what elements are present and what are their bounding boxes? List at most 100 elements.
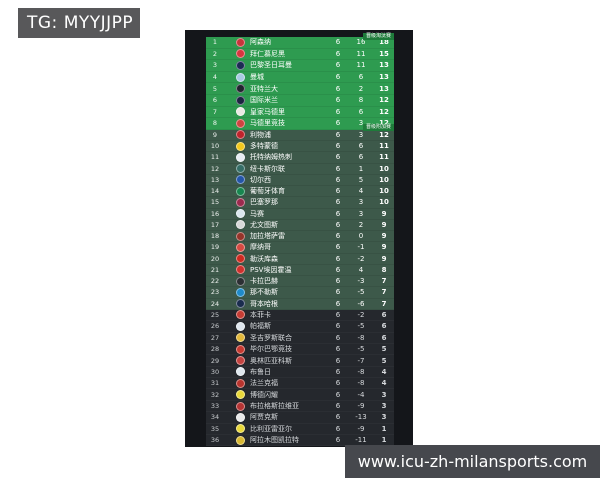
- team-badge-icon: [236, 287, 245, 297]
- team-name: 法兰克福: [250, 379, 278, 388]
- team-rank: 33: [210, 402, 220, 411]
- team-name: 利物浦: [250, 130, 271, 139]
- team-rank: 19: [210, 243, 220, 252]
- points: 4: [381, 367, 387, 376]
- table-row[interactable]: 24 哥本哈根 6 -6 7: [206, 298, 394, 310]
- team-name: 勒沃库森: [250, 254, 278, 263]
- matches-played: 6: [335, 356, 341, 365]
- points: 12: [379, 130, 389, 139]
- team-badge-icon: [236, 356, 245, 365]
- table-row[interactable]: 19 摩纳哥 6 -1 9: [206, 242, 394, 254]
- points: 1: [381, 436, 387, 445]
- team-rank: 4: [212, 73, 218, 82]
- team-name: 布拉格斯拉维亚: [250, 402, 299, 411]
- table-row[interactable]: 25 本菲卡 6 -2 6: [206, 309, 394, 322]
- matches-played: 6: [335, 130, 341, 139]
- matches-played: 6: [335, 84, 341, 93]
- matches-played: 6: [335, 413, 341, 422]
- table-row[interactable]: 7 皇家马德里 6 6 12: [206, 106, 394, 119]
- goal-difference: 3: [358, 119, 364, 128]
- goal-difference: 16: [356, 38, 366, 47]
- table-row[interactable]: 33 布拉格斯拉维亚 6 -9 3: [206, 400, 394, 413]
- points: 12: [374, 119, 394, 127]
- table-row[interactable]: 34 阿贾克斯 6 -13 3: [206, 412, 394, 424]
- table-row[interactable]: 32 博德闪耀 6 -4 3: [206, 389, 394, 401]
- matches-played: 6: [335, 220, 341, 229]
- goal-difference: -5: [357, 322, 365, 331]
- table-row[interactable]: 21 PSV埃因霍温 6 4 8: [206, 264, 394, 276]
- goal-difference: 1: [358, 164, 364, 173]
- table-row[interactable]: 8 马德里竞技 6 3 12: [206, 118, 394, 130]
- goal-difference: 0: [358, 232, 364, 241]
- goal-difference: -13: [355, 413, 367, 422]
- table-row[interactable]: 15 巴塞罗那 6 3 10: [206, 197, 394, 209]
- table-row[interactable]: 29 奥林匹亚科斯 6 -7 5: [206, 355, 394, 367]
- matches-played: 6: [335, 107, 341, 116]
- matches-played: 6: [335, 288, 341, 297]
- matches-played: 6: [335, 187, 341, 196]
- team-badge-icon: [236, 49, 245, 59]
- table-row[interactable]: 28 毕尔巴鄂竞技 6 -5 5: [206, 343, 394, 356]
- direct-qualification-tag: 晋级淘汰赛: [362, 33, 394, 40]
- table-row[interactable]: 26 帕福斯 6 -5 6: [206, 321, 394, 333]
- team-badge-icon: [236, 130, 245, 140]
- goal-difference: 2: [358, 220, 364, 229]
- matches-played: 6: [335, 243, 341, 252]
- goal-difference: -7: [357, 356, 365, 365]
- standings-table: 晋级淘汰赛 晋级附加赛 1 阿森纳 6 16 18 2 拜仁慕尼黑 6 11 15 3 巴黎圣日耳曼 6…: [206, 33, 394, 447]
- goal-difference: 2: [358, 84, 364, 93]
- table-row[interactable]: 17 尤文图斯 6 2 9: [206, 219, 394, 231]
- table-row[interactable]: 30 布鲁日 6 -8 4: [206, 366, 394, 379]
- table-row[interactable]: 6 国际米兰 6 8 12: [206, 94, 394, 107]
- team-rank: 16: [210, 209, 220, 218]
- team-name: 那不勒斯: [250, 288, 278, 297]
- team-name: 巴塞罗那: [250, 198, 278, 207]
- team-name: PSV埃因霍温: [250, 265, 292, 274]
- team-badge-icon: [236, 72, 245, 82]
- table-row[interactable]: 5 亚特兰大 6 2 13: [206, 83, 394, 95]
- team-badge-icon: [236, 95, 245, 105]
- matches-played: 6: [335, 209, 341, 218]
- playoff-qualification-tag: 晋级附加赛: [362, 124, 394, 131]
- points: 12: [379, 107, 389, 116]
- matches-played: 6: [335, 96, 341, 105]
- matches-played: 6: [335, 142, 341, 151]
- points: 18: [379, 38, 389, 47]
- table-row[interactable]: 9 利物浦 6 3 12: [206, 129, 394, 141]
- table-row[interactable]: 2 拜仁慕尼黑 6 11 15: [206, 48, 394, 61]
- table-row[interactable]: 1 阿森纳 6 16 18: [206, 37, 394, 49]
- table-row[interactable]: 22 卡拉巴赫 6 -3 7: [206, 276, 394, 288]
- goal-difference: 11: [356, 49, 366, 58]
- points: 6: [381, 310, 387, 319]
- table-row[interactable]: 23 那不勒斯 6 -5 7: [206, 287, 394, 299]
- table-row[interactable]: 14 葡萄牙体育 6 4 10: [206, 186, 394, 198]
- table-row[interactable]: 16 马赛 6 3 9: [206, 208, 394, 220]
- team-rank: 35: [210, 424, 220, 433]
- table-row[interactable]: 10 多特蒙德 6 6 11: [206, 141, 394, 153]
- table-row[interactable]: 13 切尔西 6 5 10: [206, 174, 394, 186]
- table-row[interactable]: 31 法兰克福 6 -8 4: [206, 378, 394, 390]
- table-row[interactable]: 12 纽卡斯尔联 6 1 10: [206, 163, 394, 175]
- table-row[interactable]: 11 托特纳姆热刺 6 6 11: [206, 152, 394, 164]
- team-badge-icon: [236, 276, 245, 286]
- goal-difference: -5: [357, 345, 365, 354]
- table-row[interactable]: 3 巴黎圣日耳曼 6 11 13: [206, 60, 394, 72]
- team-name: 阿森纳: [250, 38, 271, 47]
- table-row[interactable]: 20 勒沃库森 6 -2 9: [206, 253, 394, 265]
- goal-difference: -6: [357, 299, 365, 308]
- team-badge-icon: [236, 242, 245, 252]
- team-badge-icon: [236, 299, 245, 309]
- table-row[interactable]: 4 曼城 6 6 13: [206, 71, 394, 84]
- team-name: 巴黎圣日耳曼: [250, 61, 292, 70]
- table-row[interactable]: 18 加拉塔萨雷 6 0 9: [206, 231, 394, 243]
- team-badge-icon: [236, 333, 245, 343]
- table-row[interactable]: 36 阿拉木图凯拉特 6 -11 1: [206, 435, 394, 447]
- goal-difference: -3: [357, 277, 365, 286]
- table-row[interactable]: 27 圣吉罗斯联合 6 -8 6: [206, 332, 394, 344]
- matches-played: 6: [335, 198, 341, 207]
- points: 10: [379, 164, 389, 173]
- goal-difference: 5: [358, 175, 364, 184]
- table-row[interactable]: 35 比利亚雷亚尔 6 -9 1: [206, 423, 394, 436]
- team-rank: 12: [210, 164, 220, 173]
- goal-difference: 11: [356, 61, 366, 70]
